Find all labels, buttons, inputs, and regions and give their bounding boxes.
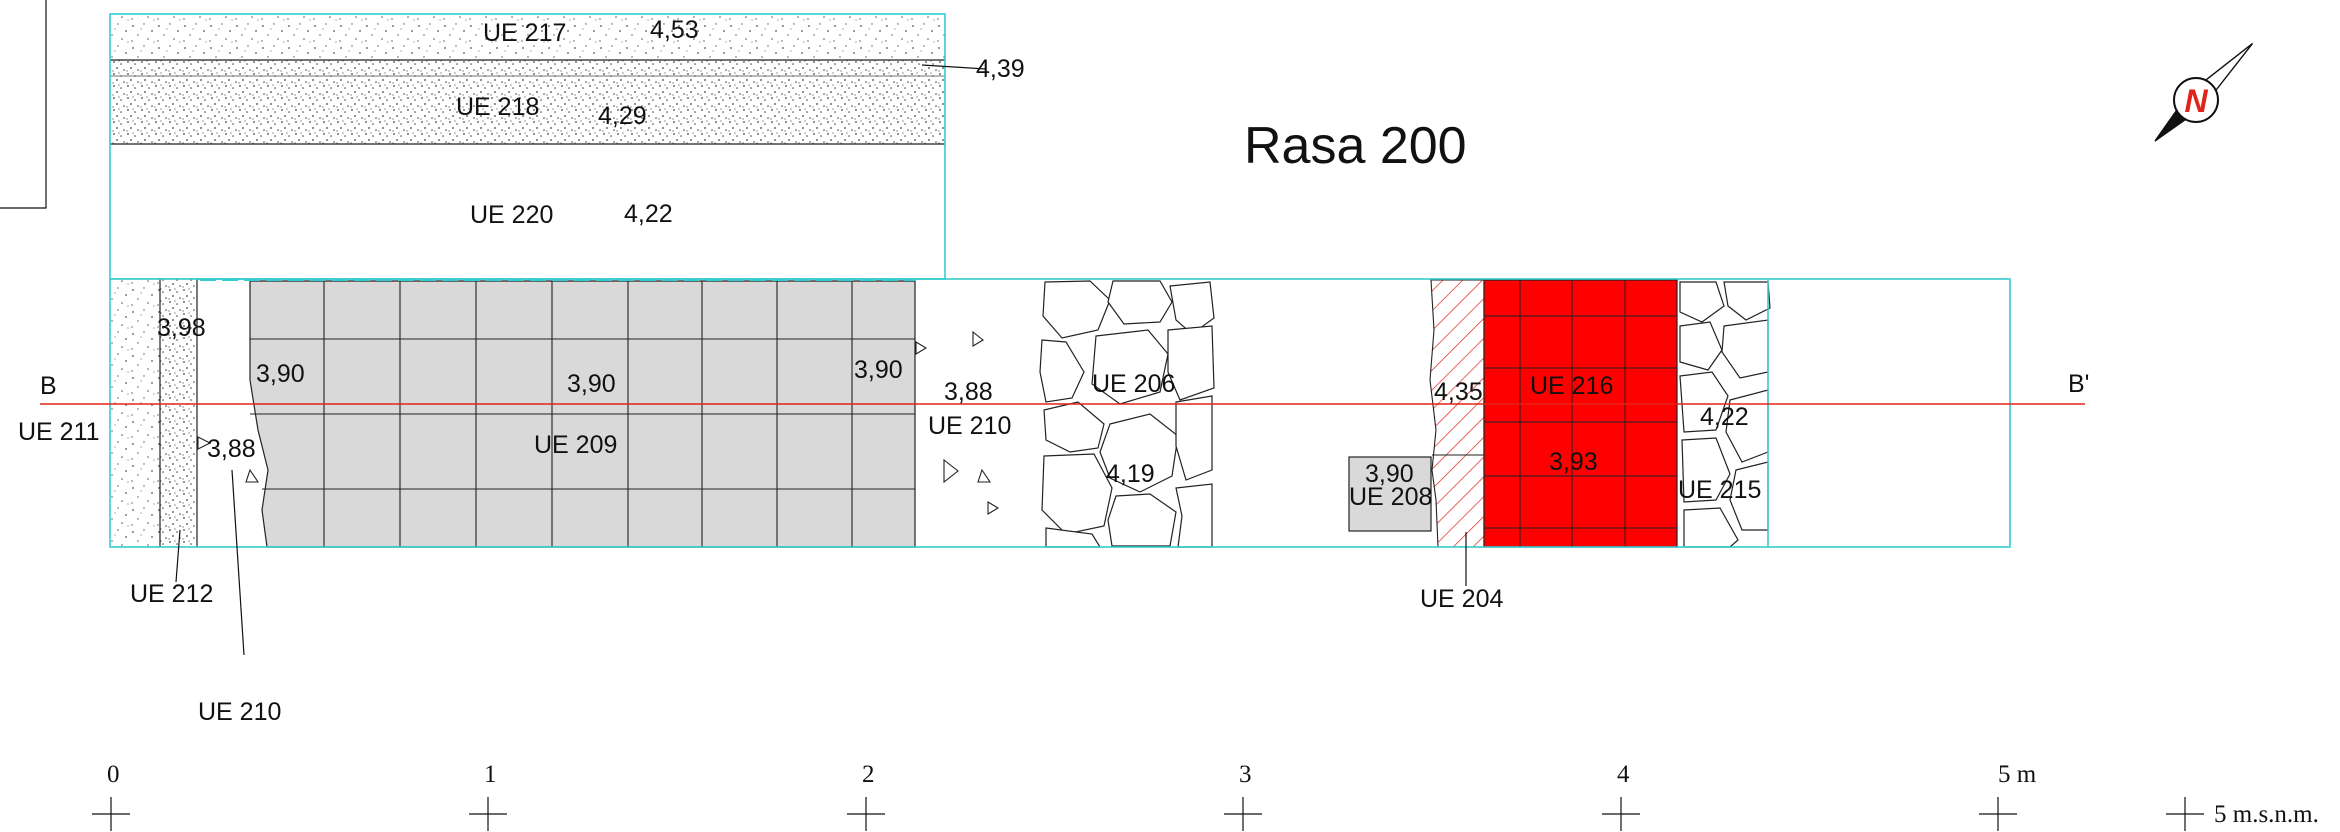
ue220-label: UE 220 xyxy=(470,201,553,229)
ue208-label: UE 208 xyxy=(1349,483,1432,511)
ue211-strip xyxy=(110,279,160,547)
ue212-label: UE 212 xyxy=(130,580,213,608)
ue215-elevation: 4,22 xyxy=(1700,403,1749,431)
section-start-label: B xyxy=(40,372,57,400)
ue210-label: UE 210 xyxy=(928,412,1011,440)
scale-tick-label-4: 4 xyxy=(1617,761,1630,788)
scale-tick-label-5: 5 m xyxy=(1998,761,2037,788)
sheet-frame-corner xyxy=(0,0,46,208)
ue217-elevation: 4,53 xyxy=(650,16,699,44)
ue204-elevation: 4,35 xyxy=(1434,378,1483,406)
ue218-elevation: 4,29 xyxy=(598,102,647,130)
section-end-label: B' xyxy=(2068,370,2089,398)
scale-tick-label-3: 3 xyxy=(1239,761,1252,788)
ue215-label: UE 215 xyxy=(1678,476,1761,504)
scale-tick-label-2: 2 xyxy=(862,761,875,788)
ue212-elevation: 3,98 xyxy=(157,314,206,342)
ue204-label: UE 204 xyxy=(1420,585,1503,613)
ue209-elevation-mid: 3,90 xyxy=(567,370,616,398)
ue206-stones xyxy=(1040,281,1214,547)
ue217-label: UE 217 xyxy=(483,19,566,47)
scale-bar: 0 1 2 3 4 5 m 5 m.s.n.m. xyxy=(92,761,2319,831)
ue216-area xyxy=(1484,280,1677,547)
ue210-bottom-label: UE 210 xyxy=(198,698,281,726)
ue210-elevation: 3,88 xyxy=(944,378,993,406)
north-letter: N xyxy=(2184,83,2208,119)
ue220-elevation: 4,22 xyxy=(624,200,673,228)
ue209-elevation-left: 3,90 xyxy=(256,360,305,388)
ue218-label: UE 218 xyxy=(456,93,539,121)
ue206-label: UE 206 xyxy=(1092,370,1175,398)
ue204-hatched-area xyxy=(1430,280,1484,547)
datum-label: 5 m.s.n.m. xyxy=(2214,801,2319,828)
scale-tick-label-0: 0 xyxy=(107,761,120,788)
ue209-elevation-right: 3,90 xyxy=(854,356,903,384)
ue216-label: UE 216 xyxy=(1530,372,1613,400)
ue211-label: UE 211 xyxy=(18,418,100,446)
ue218-boundary-elevation: 4,39 xyxy=(976,55,1025,83)
ue209-label: UE 209 xyxy=(534,431,617,459)
ue210-left-elevation: 3,88 xyxy=(207,435,256,463)
ue216-elevation: 3,93 xyxy=(1549,448,1598,476)
ue206-elevation: 4,19 xyxy=(1106,460,1155,488)
scale-tick-label-1: 1 xyxy=(484,761,497,788)
page-title: Rasa 200 xyxy=(1244,117,1467,175)
